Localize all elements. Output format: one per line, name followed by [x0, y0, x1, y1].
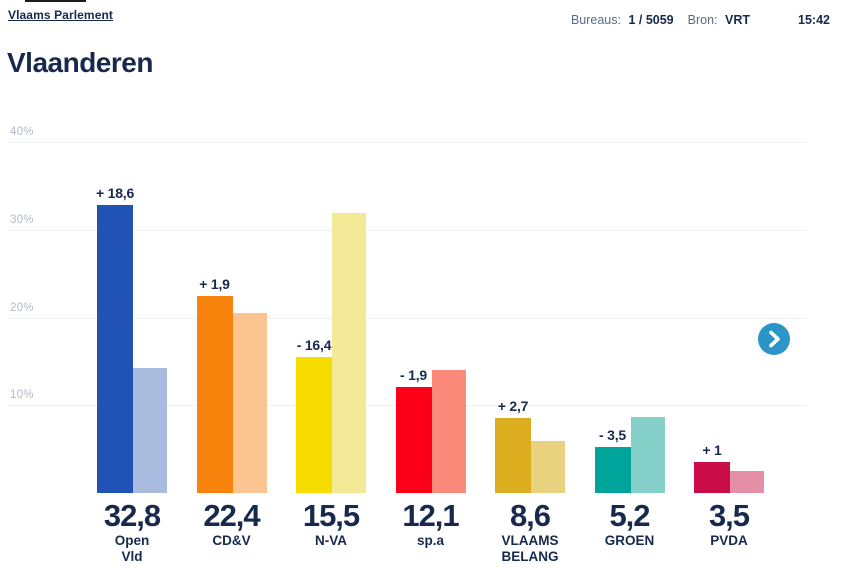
delta-label-vlaams-belang: + 2,7 — [497, 397, 529, 414]
party-name-groen: GROEN — [604, 533, 655, 548]
value-label-cdv: 22,4 — [203, 498, 260, 533]
gridline-20 — [8, 317, 806, 319]
bar-previous-vlaams-belang — [531, 441, 565, 493]
value-label-pvda: 3,5 — [708, 498, 750, 533]
ytick-label-40: 40% — [10, 126, 34, 138]
party-name-open-vld: Open Vld — [114, 533, 150, 564]
bar-current-groen — [594, 447, 631, 493]
ytick-label-10: 10% — [10, 389, 34, 402]
bar-current-vlaams-belang — [495, 417, 531, 493]
bar-previous-cdv — [232, 313, 267, 493]
bar-previous-pvda — [730, 471, 764, 493]
chevron-right-icon — [769, 330, 780, 348]
source-value: VRT — [725, 13, 751, 27]
bar-previous-nva — [332, 213, 366, 493]
delta-label-pvda: + 1 — [702, 442, 722, 459]
gridline-40 — [8, 142, 806, 143]
source-label: Bron: — [687, 13, 718, 27]
bar-current-nva — [296, 356, 332, 493]
value-label-open-vld: 32,8 — [103, 498, 161, 533]
value-label-nva: 15,5 — [302, 498, 360, 533]
bureaus-value: 1 / 5059 — [628, 13, 674, 27]
bureaus-group: Bureaus: 1 / 5059 — [571, 13, 674, 27]
party-name-vlaams-belang: VLAAMS BELANG — [501, 533, 559, 564]
bar-current-pvda — [694, 462, 730, 493]
results-meta: Bureaus: 1 / 5059 Bron: VRT 15:42 — [571, 13, 830, 27]
value-label-vlaams-belang: 8,6 — [509, 498, 551, 533]
screen-edge-artifact — [25, 0, 86, 2]
source-group: Bron: VRT — [688, 13, 750, 27]
ytick-label-20: 20% — [10, 301, 34, 314]
bar-current-cdv — [196, 296, 233, 493]
bar-current-spa — [395, 386, 432, 493]
bar-current-open-vld — [97, 205, 133, 493]
delta-label-spa: - 1,9 — [399, 366, 428, 383]
bar-previous-groen — [630, 416, 665, 493]
breadcrumb-link[interactable]: Vlaams Parlement — [8, 8, 113, 22]
next-region-button[interactable] — [758, 323, 790, 355]
page-title: Vlaanderen — [7, 46, 153, 78]
timestamp: 15:42 — [798, 13, 830, 27]
value-label-spa: 12,1 — [402, 498, 459, 533]
party-name-cdv: CD&V — [212, 533, 251, 548]
party-name-nva: N-VA — [315, 533, 347, 548]
bureaus-label: Bureaus: — [570, 13, 621, 27]
delta-label-groen: - 3,5 — [598, 427, 627, 444]
party-name-spa: sp.a — [416, 533, 445, 548]
bar-previous-open-vld — [133, 368, 167, 493]
bar-previous-spa — [431, 370, 466, 493]
value-label-groen: 5,2 — [609, 498, 650, 533]
delta-label-nva: - 16,4 — [296, 336, 332, 353]
ytick-label-30: 30% — [10, 213, 34, 226]
delta-label-cdv: + 1,9 — [199, 276, 230, 293]
gridline-30 — [8, 229, 806, 231]
party-name-pvda: PVDA — [710, 533, 748, 548]
delta-label-open-vld: + 18,6 — [95, 185, 135, 202]
